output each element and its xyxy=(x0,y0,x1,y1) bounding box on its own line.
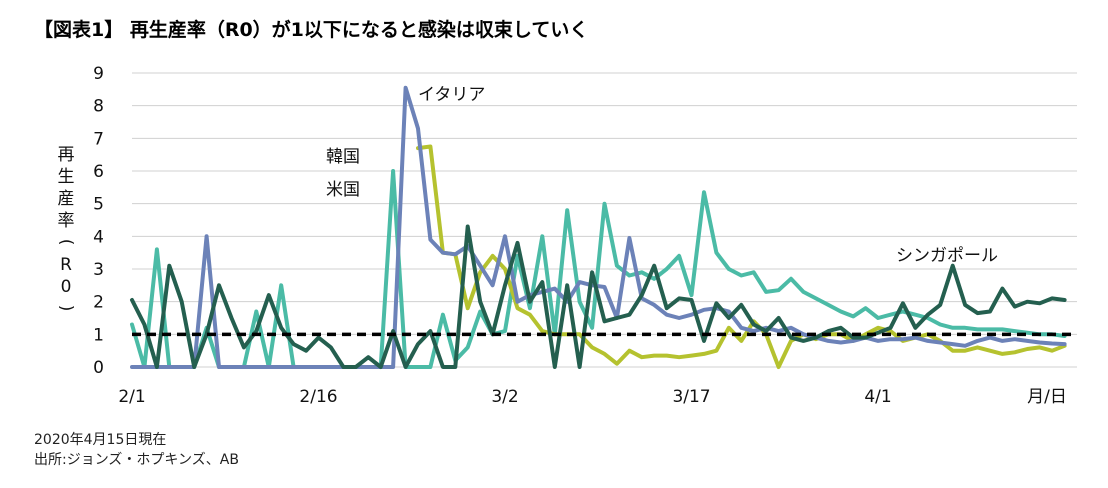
y-label-char: R xyxy=(60,255,72,275)
label-italy: イタリア xyxy=(418,85,485,105)
y-label-char: ( xyxy=(56,239,76,246)
x-tick-label: 2/1 xyxy=(118,387,145,407)
x-axis-label: 月/日 xyxy=(1027,387,1067,407)
x-tick-label: 3/2 xyxy=(491,387,518,407)
y-label-char: 0 xyxy=(61,277,72,297)
series-line-0 xyxy=(130,85,1067,369)
series-line-1 xyxy=(416,144,1067,369)
y-axis-ticks: 0 1 2 3 4 5 6 7 8 9 xyxy=(93,64,104,378)
label-singapore: シンガポール xyxy=(896,246,998,266)
y-axis-label: 再生産率 ( R0) xyxy=(56,145,76,311)
y-label-char: 産 xyxy=(58,189,75,209)
y-tick-label: 4 xyxy=(93,227,104,247)
y-tick-label: 6 xyxy=(93,162,104,182)
y-label-char: 率 xyxy=(58,211,75,231)
y-tick-label: 7 xyxy=(93,129,104,149)
y-tick-label: 5 xyxy=(93,195,104,215)
label-korea: 韓国 xyxy=(326,147,360,167)
footnote-date: 2020年4月15日現在 xyxy=(34,432,166,448)
y-tick-label: 0 xyxy=(93,358,104,378)
y-label-char: 再 xyxy=(58,145,75,165)
x-axis-ticks: 2/1 2/16 3/2 3/17 4/1 xyxy=(118,387,891,407)
y-tick-label: 3 xyxy=(93,260,104,280)
y-tick-label: 1 xyxy=(93,325,104,345)
footnote-source: 出所:ジョンズ・ホプキンズ、AB xyxy=(34,452,239,468)
x-tick-label: 4/1 xyxy=(864,387,891,407)
y-label-char: 生 xyxy=(58,167,75,187)
y-tick-label: 8 xyxy=(93,97,104,117)
series-lines xyxy=(130,85,1067,369)
label-us: 米国 xyxy=(326,180,360,200)
y-tick-label: 9 xyxy=(93,64,104,84)
y-label-char: ) xyxy=(56,305,76,312)
x-tick-label: 3/17 xyxy=(672,387,710,407)
x-tick-label: 2/16 xyxy=(299,387,337,407)
y-tick-label: 2 xyxy=(93,293,104,313)
chart-title: 【図表1】 再生産率（R0）が1以下になると感染は収束していく xyxy=(34,18,588,41)
